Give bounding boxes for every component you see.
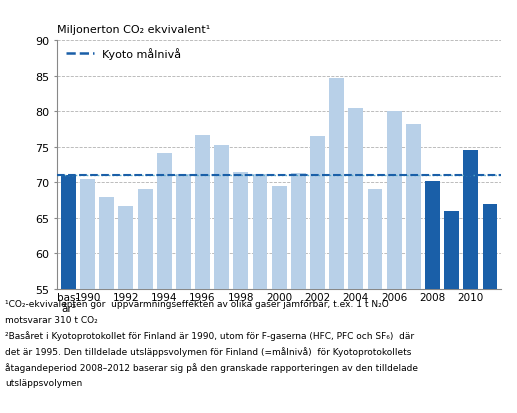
- Bar: [61, 175, 76, 413]
- Bar: [252, 174, 267, 413]
- Bar: [157, 153, 172, 413]
- Text: ¹CO₂-ekvivalenten gör  uppvärmningseffekten av olika gaser jämförbar, t.ex. 1 t : ¹CO₂-ekvivalenten gör uppvärmningseffekt…: [5, 299, 389, 309]
- Bar: [387, 112, 402, 413]
- Text: motsvarar 310 t CO₂: motsvarar 310 t CO₂: [5, 315, 98, 324]
- Bar: [444, 212, 459, 413]
- Text: Miljonerton CO₂ ekvivalent¹: Miljonerton CO₂ ekvivalent¹: [57, 25, 210, 35]
- Bar: [482, 204, 497, 413]
- Bar: [176, 174, 191, 413]
- Text: utsläppsvolymen: utsläppsvolymen: [5, 378, 82, 387]
- Bar: [368, 190, 383, 413]
- Bar: [329, 79, 344, 413]
- Bar: [272, 186, 286, 413]
- Bar: [80, 179, 95, 413]
- Bar: [195, 135, 210, 413]
- Bar: [138, 190, 153, 413]
- Bar: [291, 174, 306, 413]
- Text: det är 1995. Den tilldelade utsläppsvolymen för Finland (=målnivå)  för Kyotopro: det är 1995. Den tilldelade utsläppsvoly…: [5, 347, 412, 356]
- Bar: [463, 151, 478, 413]
- Bar: [214, 145, 229, 413]
- Bar: [425, 181, 440, 413]
- Bar: [99, 197, 114, 413]
- Bar: [233, 173, 248, 413]
- Bar: [406, 125, 421, 413]
- Bar: [310, 136, 325, 413]
- Text: åtagandeperiod 2008–2012 baserar sig på den granskade rapporteringen av den till: åtagandeperiod 2008–2012 baserar sig på …: [5, 362, 418, 372]
- Bar: [118, 206, 133, 413]
- Legend: Kyoto målnivå: Kyoto målnivå: [62, 44, 186, 64]
- Text: ²Basåret i Kyotoprotokollet för Finland är 1990, utom för F-gaserna (HFC, PFC oc: ²Basåret i Kyotoprotokollet för Finland …: [5, 331, 414, 341]
- Bar: [348, 109, 363, 413]
